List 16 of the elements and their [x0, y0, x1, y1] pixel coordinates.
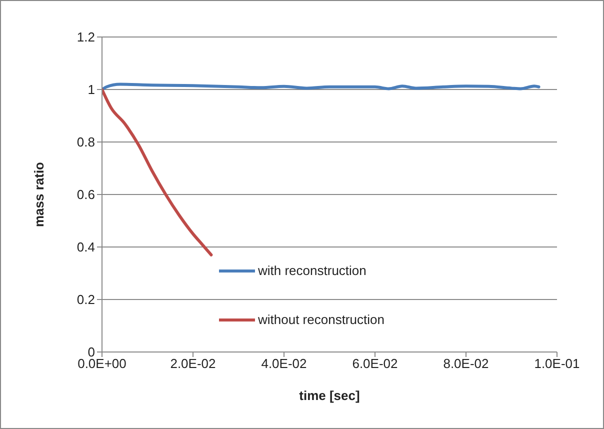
x-tick-label: 8.0E-02 [443, 356, 489, 372]
legend-label: without reconstruction [258, 312, 384, 327]
x-tick-label: 6.0E-02 [352, 356, 398, 372]
x-tick-label: 1.0E-01 [534, 356, 580, 372]
legend-label: with reconstruction [258, 263, 366, 278]
y-tick-label: 0.2 [76, 292, 95, 308]
y-tick-label: 0.4 [76, 240, 95, 255]
y-tick-label: 1.2 [76, 30, 95, 45]
y-tick-label: 0.8 [76, 134, 95, 150]
x-tick-label: 2.0E-02 [170, 356, 216, 372]
y-axis-title: mass ratio [32, 162, 47, 228]
y-tick-label: 0.6 [76, 187, 95, 202]
x-tick-label: 4.0E-02 [261, 356, 307, 372]
line-series [102, 88, 213, 256]
x-axis-title: time [sec] [299, 388, 360, 403]
y-tick-label: 1 [88, 82, 95, 98]
